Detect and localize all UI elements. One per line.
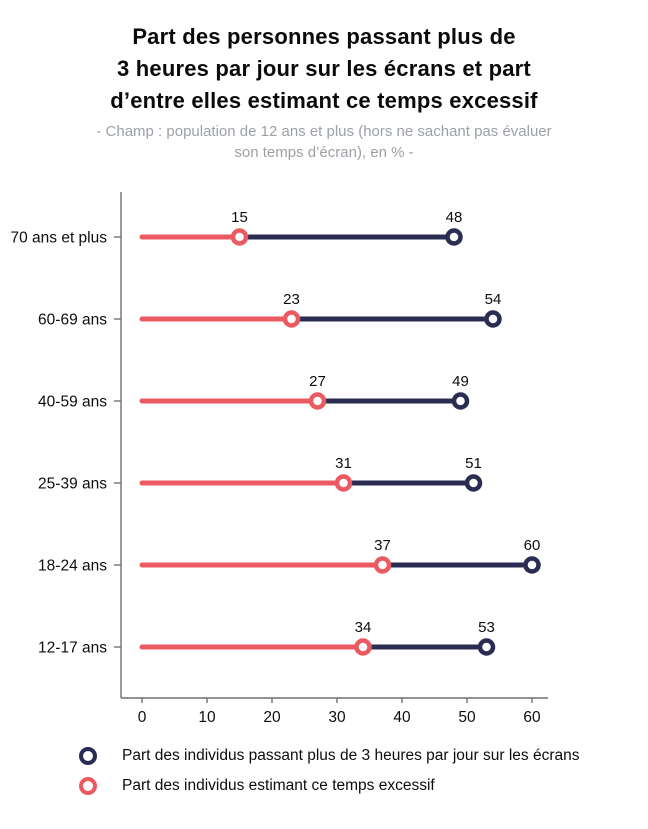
x-axis-tick-label: 50	[458, 709, 476, 726]
value-label-screens: 54	[485, 291, 502, 308]
category-label: 70 ans et plus	[10, 230, 107, 247]
chart-title-line-3: d’entre elles estimant ce temps excessif	[110, 88, 538, 113]
legend-label-screens: Part des individus passant plus de 3 heu…	[122, 747, 580, 764]
value-label-screens: 48	[446, 209, 463, 226]
marker-excessive	[354, 638, 372, 656]
value-label-excessive: 27	[309, 373, 326, 390]
marker-screens	[451, 392, 470, 410]
chart-card: Part des personnes passant plus de 3 heu…	[0, 21, 648, 829]
marker-screens	[477, 638, 496, 656]
chart-subtitle-line-1: - Champ : population de 12 ans et plus (…	[96, 123, 552, 140]
marker-screens	[445, 228, 463, 246]
x-axis-tick-label: 0	[138, 709, 147, 726]
value-label-screens: 51	[465, 455, 482, 472]
value-label-screens: 53	[478, 619, 495, 636]
x-axis-tick-label: 40	[393, 709, 411, 726]
marker-excessive	[230, 228, 249, 246]
legend-label-excessive: Part des individus estimant ce temps exc…	[122, 777, 435, 794]
legend-item-excessive: Part des individus estimant ce temps exc…	[79, 777, 648, 795]
value-label-excessive: 23	[283, 291, 300, 308]
value-label-excessive: 31	[335, 455, 352, 472]
category-label: 18-24 ans	[38, 558, 107, 575]
x-axis-tick-label: 30	[328, 709, 346, 726]
marker-excessive	[308, 392, 327, 410]
category-label: 40-59 ans	[38, 394, 107, 411]
x-axis-tick-label: 10	[198, 709, 216, 726]
value-label-screens: 60	[524, 537, 541, 554]
legend-item-screens: Part des individus passant plus de 3 heu…	[79, 747, 648, 765]
legend-marker-screens-icon	[79, 747, 97, 765]
chart-title: Part des personnes passant plus de 3 heu…	[0, 21, 648, 117]
chart-legend: Part des individus passant plus de 3 heu…	[79, 747, 648, 795]
category-label: 60-69 ans	[38, 312, 107, 329]
value-label-excessive: 34	[355, 619, 372, 636]
dumbbell-chart: 0 10 20 30 40 50 60 70 ans et plus 15 48 60-69 ans…	[10, 192, 548, 726]
marker-excessive	[282, 310, 301, 328]
marker-screens	[484, 310, 502, 328]
chart-subtitle-line-2: son temps d’écran), en % -	[234, 144, 414, 161]
legend-marker-excessive-icon	[79, 777, 97, 795]
marker-excessive	[373, 556, 392, 574]
marker-screens	[464, 474, 483, 492]
chart-subtitle: - Champ : population de 12 ans et plus (…	[0, 121, 648, 163]
x-axis-tick-label: 60	[523, 709, 541, 726]
x-axis-tick-label: 20	[263, 709, 281, 726]
chart-title-line-2: 3 heures par jour sur les écrans et part	[117, 56, 531, 81]
value-label-excessive: 15	[231, 209, 248, 226]
chart-title-line-1: Part des personnes passant plus de	[132, 24, 516, 49]
value-label-excessive: 37	[374, 537, 391, 554]
category-label: 25-39 ans	[38, 476, 107, 493]
value-label-screens: 49	[452, 373, 469, 390]
category-label: 12-17 ans	[38, 640, 107, 657]
marker-excessive	[334, 474, 353, 492]
marker-screens	[523, 556, 541, 574]
